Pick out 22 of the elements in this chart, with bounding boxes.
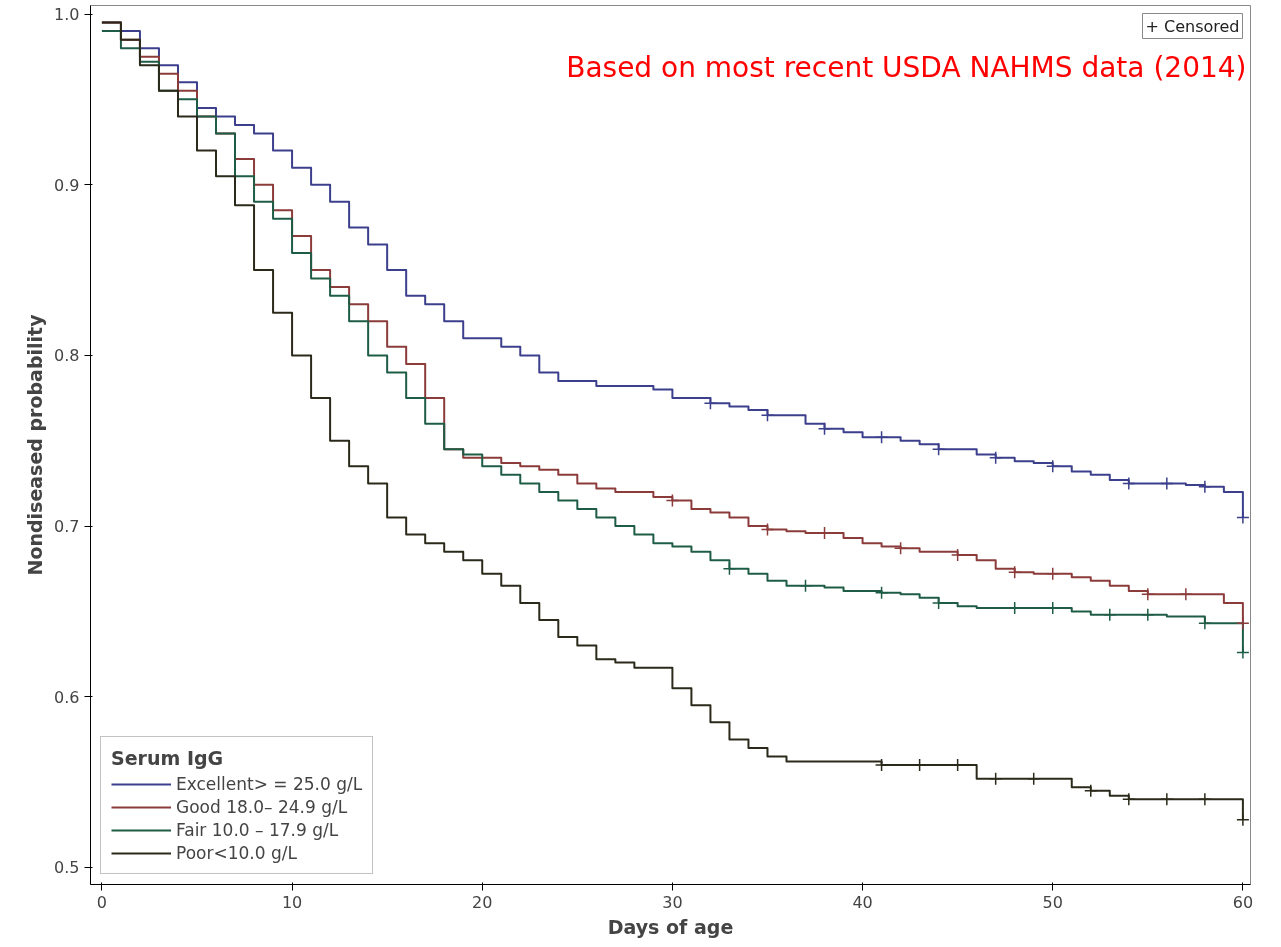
annotation: Based on most recent USDA NAHMS data (2014) — [566, 50, 1247, 84]
y-tick-label: 0.7 — [54, 517, 80, 537]
x-axis-title: Days of age — [607, 915, 734, 938]
legend-label: Fair 10.0 – 17.9 g/L — [176, 820, 339, 840]
y-tick-label: 0.6 — [54, 687, 80, 707]
x-tick-label: 50 — [1042, 892, 1063, 912]
x-tick-label: 60 — [1232, 892, 1254, 912]
x-tick-label: 0 — [96, 892, 108, 912]
x-tick-label: 40 — [852, 892, 873, 912]
legend-label: Good 18.0– 24.9 g/L — [176, 797, 348, 817]
x-tick-label: 30 — [662, 892, 683, 912]
y-axis-title: Nondiseased probability — [24, 313, 47, 576]
legend-label: Excellent> = 25.0 g/L — [176, 774, 363, 794]
y-tick-label: 0.8 — [54, 346, 80, 366]
x-tick-label: 20 — [472, 892, 493, 912]
legend-label: Poor<10.0 g/L — [176, 843, 297, 863]
legend-title: Serum IgG — [111, 747, 225, 769]
x-tick-label: 10 — [281, 892, 303, 912]
y-tick-label: 0.5 — [54, 858, 80, 878]
y-tick-label: 1.0 — [54, 5, 80, 25]
annotation: + Censored — [1145, 16, 1240, 36]
y-tick-label: 0.9 — [54, 175, 80, 195]
